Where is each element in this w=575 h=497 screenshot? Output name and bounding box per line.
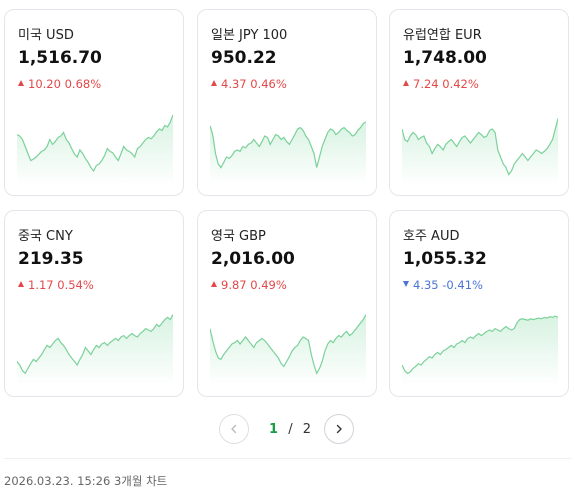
chart-period-label: 3개월 차트	[113, 474, 168, 488]
footer-divider	[4, 458, 571, 459]
currency-name: 영국 GBP	[211, 229, 266, 244]
triangle-up-icon	[403, 80, 409, 86]
trend-sparkline	[402, 315, 558, 383]
rate-change: 9.87 0.49%	[211, 278, 287, 292]
trend-line	[210, 121, 366, 169]
trend-line	[210, 314, 366, 375]
currency-card[interactable]: 영국 GBP 2,016.00 9.87 0.49%	[197, 210, 377, 397]
trend-area	[402, 316, 558, 383]
footer-info: 2026.03.23. 15:26 3개월 차트	[4, 473, 167, 489]
change-amount: 1.17	[28, 278, 54, 292]
change-percent: 0.54%	[57, 278, 94, 292]
exchange-rate: 1,516.70	[18, 48, 102, 68]
currency-name: 중국 CNY	[18, 229, 73, 244]
change-amount: 7.24	[413, 77, 439, 91]
next-page-button[interactable]	[324, 414, 354, 444]
rate-change: 10.20 0.68%	[18, 77, 101, 91]
change-amount: 10.20	[28, 77, 61, 91]
chevron-right-icon	[336, 424, 342, 434]
change-amount: 4.37	[221, 77, 247, 91]
trend-sparkline	[17, 114, 173, 182]
currency-card[interactable]: 일본 JPY 100 950.22 4.37 0.46%	[197, 9, 377, 196]
currency-card[interactable]: 중국 CNY 219.35 1.17 0.54%	[4, 210, 184, 397]
trend-sparkline	[210, 314, 366, 383]
trend-line	[402, 315, 558, 375]
change-amount: 4.35	[413, 278, 439, 292]
trend-line	[17, 114, 173, 173]
triangle-down-icon	[403, 281, 409, 287]
rate-change: 7.24 0.42%	[403, 77, 479, 91]
triangle-up-icon	[18, 281, 24, 287]
trend-area	[17, 314, 173, 383]
page-indicator: 1 / 2	[269, 422, 311, 437]
trend-area	[402, 118, 558, 182]
change-percent: 0.68%	[64, 77, 102, 91]
exchange-rate: 950.22	[211, 48, 277, 68]
update-timestamp: 2026.03.23. 15:26	[4, 474, 111, 488]
trend-sparkline	[210, 121, 366, 182]
triangle-up-icon	[211, 281, 217, 287]
change-percent: 0.46%	[250, 77, 287, 91]
change-percent: 0.49%	[250, 278, 287, 292]
change-amount: 9.87	[221, 278, 247, 292]
trend-area	[17, 115, 173, 182]
total-pages: 2	[302, 422, 311, 437]
prev-page-button[interactable]	[219, 414, 249, 444]
exchange-rate: 1,748.00	[403, 48, 487, 68]
rate-change: 4.35 -0.41%	[403, 278, 483, 292]
change-percent: -0.41%	[442, 278, 483, 292]
trend-sparkline	[402, 118, 558, 182]
trend-sparkline	[17, 314, 173, 383]
chevron-left-icon	[231, 424, 237, 434]
trend-line	[402, 118, 558, 176]
currency-name: 일본 JPY 100	[211, 28, 288, 43]
exchange-rate: 1,055.32	[403, 249, 487, 269]
currency-name: 유럽연합 EUR	[403, 28, 482, 43]
rate-change: 1.17 0.54%	[18, 278, 94, 292]
currency-card[interactable]: 미국 USD 1,516.70 10.20 0.68%	[4, 9, 184, 196]
currency-card[interactable]: 유럽연합 EUR 1,748.00 7.24 0.42%	[389, 9, 569, 196]
trend-area	[210, 122, 366, 182]
currency-card[interactable]: 호주 AUD 1,055.32 4.35 -0.41%	[389, 210, 569, 397]
triangle-up-icon	[18, 80, 24, 86]
triangle-up-icon	[211, 80, 217, 86]
trend-line	[17, 314, 173, 375]
page-separator: /	[288, 422, 293, 437]
rate-change: 4.37 0.46%	[211, 77, 287, 91]
current-page: 1	[269, 422, 279, 437]
currency-name: 호주 AUD	[403, 229, 460, 244]
trend-area	[210, 314, 366, 383]
exchange-rate: 219.35	[18, 249, 84, 269]
change-percent: 0.42%	[442, 77, 479, 91]
currency-name: 미국 USD	[18, 28, 74, 43]
exchange-rate: 2,016.00	[211, 249, 295, 269]
pagination: 1 / 2	[219, 414, 356, 445]
